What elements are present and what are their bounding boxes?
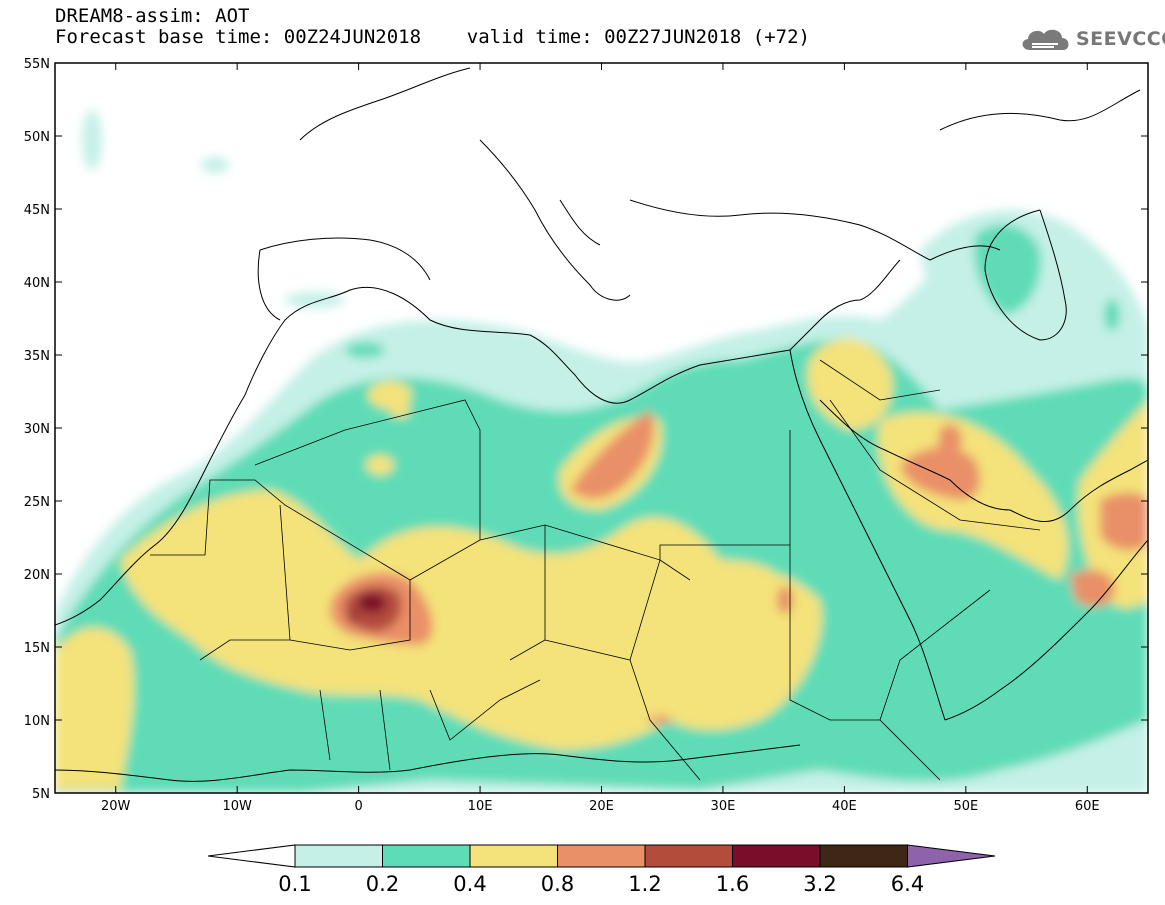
forecast-time-line: Forecast base time: 00Z24JUN2018 valid t… xyxy=(55,26,810,48)
lat-tick-label: 55N xyxy=(24,57,50,72)
colorbar-low-arrow xyxy=(207,844,296,868)
colorbar-bin xyxy=(557,844,646,868)
colorbar-label: 6.4 xyxy=(891,872,924,896)
colorbar-bin xyxy=(819,844,908,868)
aot-band-1-6 xyxy=(348,593,386,623)
colorbar-bin xyxy=(644,844,733,868)
lon-tick-label: 60E xyxy=(1075,799,1100,814)
colorbar-high-arrow xyxy=(907,844,996,868)
lat-tick-label: 5N xyxy=(32,787,50,802)
lat-tick-label: 25N xyxy=(24,495,50,510)
lon-tick-label: 40E xyxy=(832,799,857,814)
lon-tick-label: 10E xyxy=(468,799,493,814)
lon-tick-label: 20E xyxy=(589,799,614,814)
lat-tick-label: 30N xyxy=(24,422,50,437)
lat-tick-label: 40N xyxy=(24,276,50,291)
lon-tick-label: 20W xyxy=(101,799,131,814)
colorbar-label: 0.4 xyxy=(453,872,486,896)
colorbar-label: 0.8 xyxy=(541,872,574,896)
lat-tick-label: 50N xyxy=(24,130,50,145)
lat-axis: 55N 50N 45N 40N 35N 30N 25N 20N 15N 10N 5N xyxy=(24,57,1148,802)
lat-tick-label: 15N xyxy=(24,641,50,656)
colorbar-bin xyxy=(732,844,821,868)
colorbar: 0.1 0.2 0.4 0.8 1.2 1.6 3.2 6.4 xyxy=(207,844,996,896)
colorbar-label: 1.2 xyxy=(628,872,661,896)
lon-axis: 20W 10W 0 10E 20E 30E 40E 50E 60E xyxy=(101,63,1100,814)
lat-tick-label: 10N xyxy=(24,714,50,729)
colorbar-bin xyxy=(382,844,471,868)
coastlines xyxy=(55,67,1148,782)
lon-tick-label: 50E xyxy=(953,799,978,814)
cloud-icon xyxy=(1022,29,1069,50)
colorbar-bin xyxy=(294,844,383,868)
lon-tick-label: 30E xyxy=(711,799,736,814)
seevccc-logo: SEEVCCC xyxy=(1018,24,1165,54)
colorbar-bin xyxy=(469,844,558,868)
lat-tick-label: 45N xyxy=(24,203,50,218)
lon-tick-label: 10W xyxy=(222,799,252,814)
colorbar-label: 1.6 xyxy=(716,872,749,896)
colorbar-label: 0.2 xyxy=(366,872,399,896)
lat-tick-label: 35N xyxy=(24,349,50,364)
colorbar-label: 0.1 xyxy=(278,872,311,896)
lon-tick-label: 0 xyxy=(354,799,362,814)
country-borders xyxy=(150,359,1041,781)
aot-field xyxy=(55,110,1148,793)
map-title: DREAM8-assim: AOT xyxy=(55,5,250,27)
colorbar-label: 3.2 xyxy=(803,872,836,896)
lat-tick-label: 20N xyxy=(24,568,50,583)
logo-text: SEEVCCC xyxy=(1076,28,1165,50)
